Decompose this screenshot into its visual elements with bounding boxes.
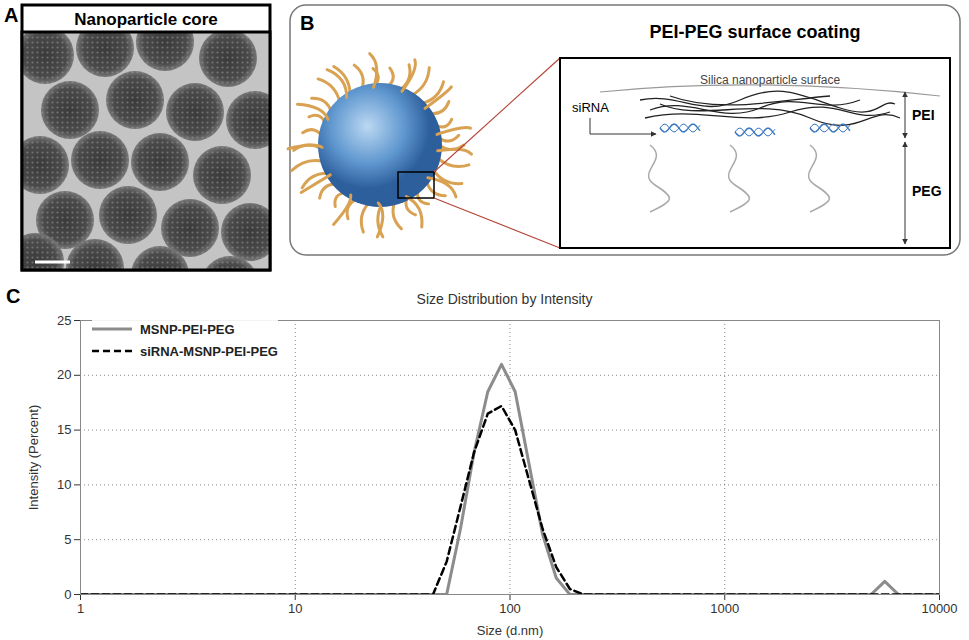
- svg-text:10: 10: [288, 601, 302, 616]
- svg-text:PEG: PEG: [912, 183, 942, 199]
- svg-text:5: 5: [64, 532, 71, 547]
- svg-text:15: 15: [57, 422, 71, 437]
- svg-text:PEI: PEI: [912, 107, 935, 123]
- svg-text:Intensity (Percent): Intensity (Percent): [26, 405, 41, 511]
- svg-text:Size (d.nm): Size (d.nm): [477, 623, 543, 638]
- html-text:MSNP-PEI-PEG: MSNP-PEI-PEG: [140, 321, 235, 337]
- svg-text:25: 25: [57, 313, 71, 328]
- svg-text:A: A: [4, 4, 18, 26]
- svg-text:B: B: [300, 12, 314, 34]
- svg-text:Nanoparticle core: Nanoparticle core: [74, 10, 218, 29]
- svg-text:PEI-PEG surface coating: PEI-PEG surface coating: [649, 22, 860, 42]
- html-text:siRNA-MSNP-PEI-PEG: siRNA-MSNP-PEI-PEG: [140, 343, 278, 359]
- svg-text:1000: 1000: [710, 601, 739, 616]
- svg-text:100: 100: [499, 601, 521, 616]
- svg-text:10: 10: [57, 477, 71, 492]
- svg-text:Silica nanoparticle surface: Silica nanoparticle surface: [700, 73, 840, 87]
- svg-text:20: 20: [57, 367, 71, 382]
- svg-text:1: 1: [77, 601, 84, 616]
- svg-text:10000: 10000: [921, 601, 957, 616]
- svg-text:siRNA: siRNA: [572, 100, 609, 115]
- html-text:C: C: [6, 285, 21, 307]
- html-text:Size Distribution by Intensity: Size Distribution by Intensity: [416, 291, 593, 307]
- svg-text:0: 0: [64, 587, 71, 602]
